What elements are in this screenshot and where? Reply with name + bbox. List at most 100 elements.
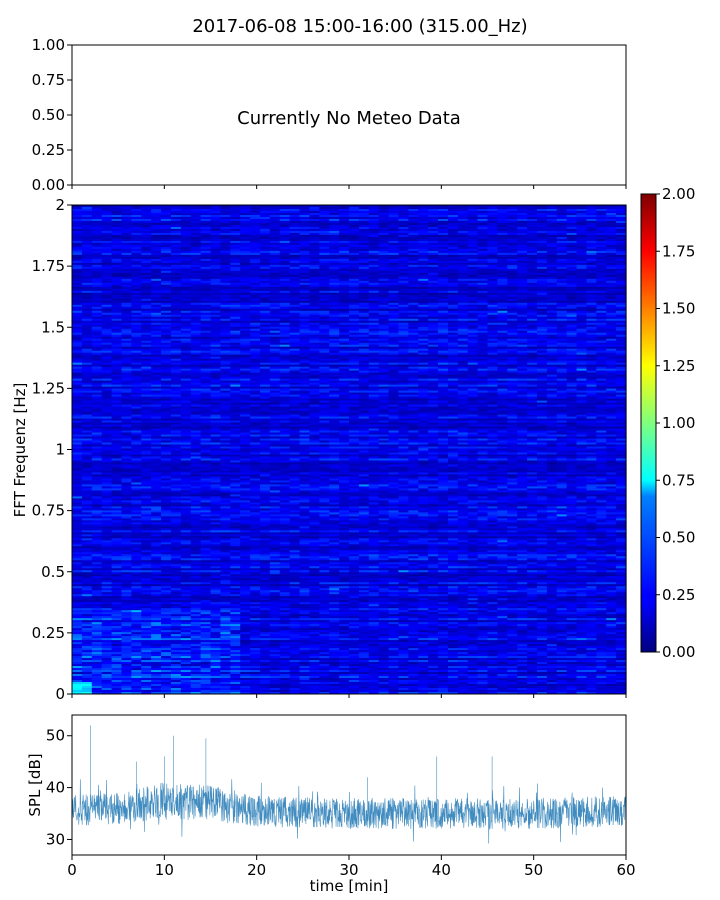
- spectrogram-cell: [596, 298, 607, 302]
- spectrogram-cell: [398, 242, 409, 246]
- spectrogram-cell: [408, 258, 419, 262]
- spectrogram-cell: [111, 250, 123, 254]
- spectrogram-cell: [299, 294, 311, 298]
- spectrogram-cell: [141, 316, 152, 320]
- spectrogram-cell: [536, 368, 548, 372]
- spectrogram-cell: [457, 222, 469, 226]
- spectrogram-cell: [299, 314, 311, 318]
- spectrogram-cell: [536, 220, 548, 224]
- spectrogram-cell: [339, 350, 350, 354]
- spectrogram-cell: [319, 344, 330, 348]
- spectrogram-cell: [527, 242, 538, 246]
- spectrogram-cell: [507, 356, 518, 360]
- spectrogram-cell: [438, 236, 449, 240]
- spectrogram-cell: [200, 272, 212, 276]
- spectrogram-cell: [467, 222, 479, 226]
- spectrogram-cell: [230, 302, 241, 306]
- spectrogram-cell: [398, 316, 409, 320]
- spectrogram-cell: [418, 248, 429, 252]
- spectrogram-cell: [556, 350, 568, 354]
- spectrogram-cell: [606, 364, 617, 368]
- spectrogram-cell: [616, 302, 627, 306]
- spectrogram-cell: [349, 244, 360, 248]
- spectrogram-cell: [200, 306, 212, 310]
- spectrogram-cell: [210, 306, 221, 310]
- spectrogram-cell: [507, 230, 518, 234]
- spectrogram-cell: [457, 224, 469, 228]
- spectrogram-cell: [210, 338, 221, 342]
- spectrogram-cell: [299, 348, 311, 352]
- spectrogram-cell: [388, 320, 400, 324]
- spectrogram-cell: [131, 238, 142, 242]
- spectrogram-cell: [200, 328, 212, 332]
- spectrogram-cell: [408, 276, 419, 280]
- spectrogram-cell: [259, 344, 271, 348]
- spectrogram-cell: [388, 308, 400, 312]
- spectrogram-cell: [457, 344, 469, 348]
- spectrogram-cell: [606, 228, 617, 232]
- spectrogram-cell: [527, 256, 538, 260]
- spectrogram-cell: [378, 322, 390, 326]
- spectrogram-cell: [507, 316, 518, 320]
- spectrogram-cell: [596, 262, 607, 266]
- spectrogram-cell: [487, 318, 498, 322]
- spectrogram-cell: [497, 212, 508, 216]
- spectrogram-cell: [467, 322, 479, 326]
- spectrogram-cell: [536, 256, 548, 260]
- spectrogram-cell: [81, 332, 93, 336]
- spectrogram-cell: [566, 272, 578, 276]
- spectrogram-cell: [467, 320, 479, 324]
- spectrogram-cell: [616, 270, 627, 274]
- spectrogram-cell: [180, 284, 192, 288]
- spectrogram-cell: [309, 278, 320, 282]
- spectrogram-cell: [72, 354, 83, 358]
- spectrogram-cell: [329, 284, 340, 288]
- spectrogram-cell: [230, 268, 241, 272]
- spectrogram-cell: [220, 290, 231, 294]
- spectrogram-cell: [507, 292, 518, 296]
- spectrogram-cell: [487, 256, 498, 260]
- spectrogram-cell: [91, 306, 103, 310]
- spectrogram-cell: [72, 348, 83, 352]
- spectrogram-cell: [289, 316, 301, 320]
- spectrogram-cell: [72, 268, 83, 272]
- spectrogram-cell: [230, 274, 241, 278]
- spectrogram-cell: [616, 244, 627, 248]
- spectrogram-cell: [368, 246, 380, 250]
- spectrogram-cell: [556, 300, 568, 304]
- spectrogram-cell: [368, 280, 380, 284]
- spectrogram-cell: [190, 238, 202, 242]
- spectrogram-cell: [398, 336, 409, 340]
- spectrogram-cell: [200, 210, 212, 214]
- spectrogram-cell: [339, 248, 350, 252]
- spectrogram-cell: [556, 312, 568, 316]
- spectrogram-cell: [329, 246, 340, 250]
- spectrogram-cell: [101, 238, 113, 242]
- spectrogram-cell: [517, 326, 528, 330]
- spectrogram-cell: [616, 344, 627, 348]
- spectrogram-cell: [457, 296, 469, 300]
- spectrogram-cell: [527, 348, 538, 352]
- spectrogram-cell: [329, 340, 340, 344]
- spectrogram-cell: [319, 248, 330, 252]
- spectrogram-cell: [606, 310, 617, 314]
- spectrogram-cell: [536, 314, 548, 318]
- spectrogram-cell: [536, 254, 548, 258]
- spectrogram-cell: [141, 252, 152, 256]
- spectrogram-cell: [200, 232, 212, 236]
- spectrogram-cell: [170, 207, 182, 210]
- spectrogram-cell: [259, 286, 271, 290]
- spectrogram-cell: [101, 336, 113, 340]
- spectrogram-cell: [517, 240, 528, 244]
- spectrogram-cell: [141, 276, 152, 280]
- spectrogram-cell: [497, 272, 508, 276]
- spectrogram-cell: [180, 246, 192, 250]
- spectrogram-cell: [388, 240, 400, 244]
- spectrogram-cell: [507, 370, 518, 374]
- spectrogram-cell: [111, 316, 123, 320]
- spectrogram-cell: [131, 362, 142, 366]
- spectrogram-cell: [517, 352, 528, 356]
- spectrogram-cell: [576, 360, 588, 364]
- spectrogram-cell: [428, 320, 439, 324]
- spectrogram-cell: [279, 340, 291, 344]
